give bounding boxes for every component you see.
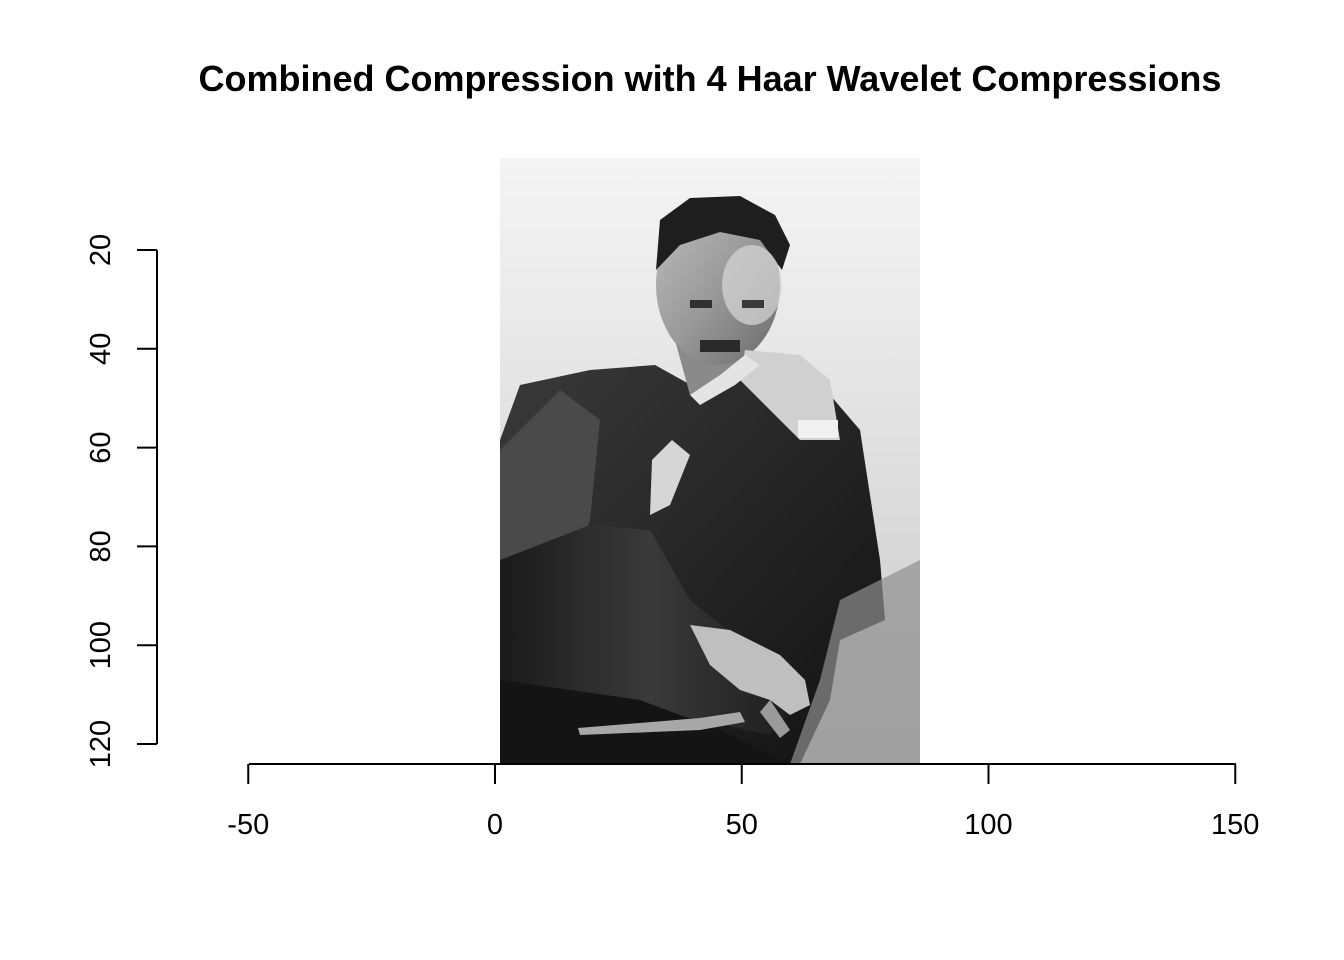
chart-title: Combined Compression with 4 Haar Wavelet…: [198, 58, 1222, 99]
y-tick-label: 80: [85, 530, 117, 562]
x-tick-label: 100: [964, 809, 1012, 841]
x-tick-label: 0: [487, 809, 503, 841]
y-tick-label: 100: [85, 621, 117, 669]
y-tick-label: 60: [85, 431, 117, 463]
y-tick-label: 40: [85, 333, 117, 365]
y-tick-label: 120: [85, 720, 117, 768]
x-tick-label: 50: [726, 809, 758, 841]
y-tick-label: 20: [85, 234, 117, 266]
compressed-image: [500, 158, 920, 764]
x-axis: -50 0 50 100 150: [227, 763, 1259, 841]
x-tick-label: 150: [1211, 809, 1259, 841]
y-axis: 20 40 60 80 100 120: [85, 234, 158, 768]
x-tick-label: -50: [227, 809, 269, 841]
